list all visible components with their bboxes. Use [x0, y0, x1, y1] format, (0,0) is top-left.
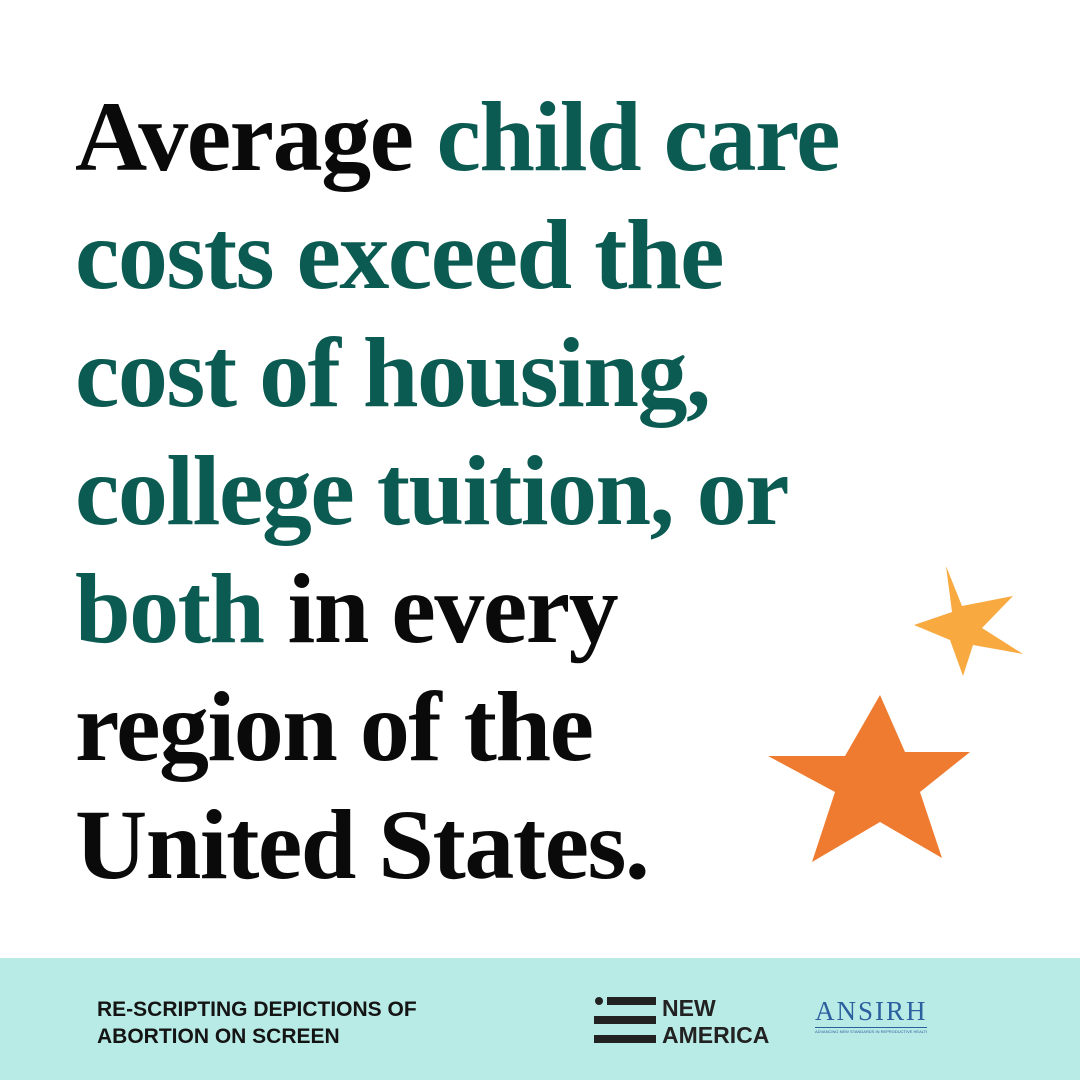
project-title: RE-SCRIPTING DEPICTIONS OF ABORTION ON S…: [97, 996, 417, 1050]
ansirh-name: ANSIRH: [815, 996, 928, 1026]
headline-accent: both: [75, 553, 265, 664]
headline-text: region of the: [75, 671, 594, 782]
headline-accent: cost of housing,: [75, 317, 711, 428]
headline: Average child care costs exceed the cost of…: [75, 78, 840, 904]
footer: RE-SCRIPTING DEPICTIONS OF ABORTION ON S…: [0, 958, 1080, 1080]
headline-line: college tuition, or: [75, 432, 839, 550]
new-america-mark: [594, 997, 656, 1043]
headline-line: costs exceed the: [75, 196, 839, 314]
headline-text: in every: [287, 553, 619, 664]
headline-accent: child care: [436, 81, 840, 192]
ansirh-tagline: ADVANCING NEW STANDARDS IN REPRODUCTIVE …: [815, 1027, 927, 1034]
headline-line: Average child care: [75, 78, 840, 196]
headline-line: United States.: [75, 786, 839, 904]
headline-line: both in every: [75, 550, 839, 668]
large-star: [768, 695, 970, 862]
small-star: [914, 566, 1023, 676]
ansirh-logo: ANSIRH ADVANCING NEW STANDARDS IN REPROD…: [815, 996, 955, 1034]
headline-accent: college tuition, or: [75, 435, 790, 546]
project-title-line: RE-SCRIPTING DEPICTIONS OF: [97, 998, 417, 1021]
headline-line: region of the: [75, 668, 839, 786]
headline-text: United States.: [75, 789, 650, 900]
headline-line: cost of housing,: [75, 314, 839, 432]
decoration-stars: [768, 566, 1023, 862]
new-america-line: NEW: [662, 995, 716, 1021]
headline-accent: costs exceed the: [75, 199, 724, 310]
headline-text: Average: [75, 81, 414, 192]
new-america-logo: NEW AMERICA: [662, 995, 769, 1049]
new-america-line: AMERICA: [662, 1022, 770, 1048]
project-title-line: ABORTION ON SCREEN: [97, 1025, 340, 1048]
